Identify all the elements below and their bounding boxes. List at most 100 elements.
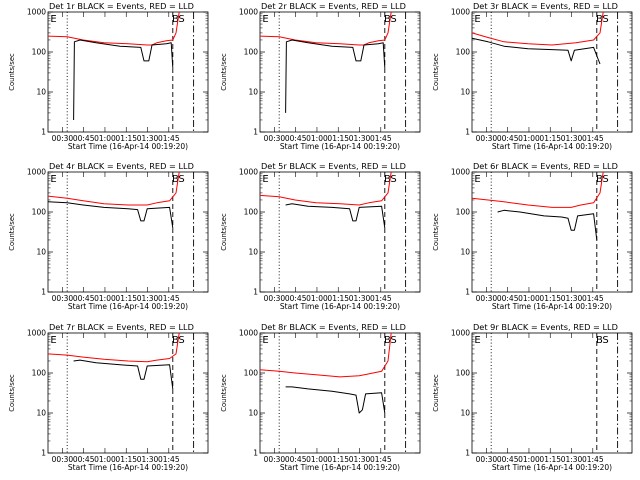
x-tick-label: 00:45 [73, 134, 95, 143]
x-tick-label: 01:45 [158, 294, 180, 303]
y-tick-label: 1 [41, 128, 46, 137]
y-tick-label: 1000 [451, 168, 470, 177]
event-marker-s: S [390, 14, 396, 25]
y-tick-label: 10 [460, 88, 470, 97]
x-axis-label: Start Time (16-Apr-14 00:19:20) [68, 463, 188, 472]
y-tick-label: 100 [32, 208, 47, 217]
y-tick-label: 1000 [239, 329, 258, 338]
detector-panel: Det 5r BLACK = Events, RED = LLD 1 10 100 10… [220, 161, 421, 311]
plot-frame [259, 11, 421, 133]
x-axis-label: Start Time (16-Apr-14 00:19:20) [280, 302, 400, 311]
x-tick-label: 01:30 [349, 455, 371, 464]
x-tick-label: 00:30 [476, 134, 498, 143]
event-marker-e: E [474, 174, 480, 185]
y-tick-label: 10 [248, 248, 258, 257]
events-series-line [285, 39, 386, 113]
x-axis-label: Start Time (16-Apr-14 00:19:20) [68, 302, 188, 311]
lld-series-line [259, 11, 392, 46]
event-marker-e: E [50, 174, 56, 185]
event-marker-b: B [384, 335, 391, 346]
lld-series-line [259, 171, 392, 206]
x-tick-label: 01:00 [306, 134, 328, 143]
x-tick-label: 01:15 [539, 294, 561, 303]
x-tick-label: 00:30 [52, 134, 74, 143]
event-marker-e: E [262, 335, 268, 346]
y-axis-label: Counts/sec [432, 374, 440, 412]
y-tick-label: 100 [244, 48, 259, 57]
plot-frame [259, 171, 421, 293]
y-tick-label: 10 [460, 409, 470, 418]
y-axis-label: Counts/sec [432, 53, 440, 91]
y-tick-label: 100 [244, 369, 259, 378]
event-marker-e: E [50, 14, 56, 25]
y-axis-label: Counts/sec [432, 213, 440, 251]
plot-frame [47, 332, 209, 454]
event-marker-e: E [50, 335, 56, 346]
x-tick-label: 01:00 [306, 294, 328, 303]
x-tick-label: 01:45 [582, 294, 604, 303]
y-tick-label: 1 [253, 288, 258, 297]
x-tick-label: 01:30 [349, 294, 371, 303]
event-marker-s: S [178, 14, 184, 25]
y-tick-label: 10 [36, 88, 46, 97]
x-tick-label: 01:15 [115, 294, 137, 303]
y-tick-label: 1 [465, 449, 470, 458]
x-tick-label: 00:45 [497, 455, 519, 464]
y-tick-label: 1000 [239, 168, 258, 177]
x-tick-label: 01:45 [582, 455, 604, 464]
x-axis-label: Start Time (16-Apr-14 00:19:20) [492, 463, 612, 472]
lld-series-line [47, 332, 180, 363]
x-axis-label: Start Time (16-Apr-14 00:19:20) [280, 463, 400, 472]
panel-title: Det 1r BLACK = Events, RED = LLD [49, 1, 194, 11]
y-tick-label: 100 [244, 208, 259, 217]
plot-frame [471, 11, 633, 133]
event-marker-b: B [596, 335, 603, 346]
x-axis-label: Start Time (16-Apr-14 00:19:20) [492, 142, 612, 151]
x-tick-label: 00:30 [52, 455, 74, 464]
y-tick-label: 10 [36, 409, 46, 418]
plot-frame [471, 171, 633, 293]
detector-panel: Det 8r BLACK = Events, RED = LLD 1 10 100 10… [220, 322, 421, 472]
x-tick-label: 00:30 [264, 455, 286, 464]
x-tick-label: 01:15 [327, 455, 349, 464]
x-tick-label: 00:45 [497, 294, 519, 303]
x-tick-label: 01:30 [137, 134, 159, 143]
panel-title: Det 8r BLACK = Events, RED = LLD [261, 322, 406, 332]
x-axis-label: Start Time (16-Apr-14 00:19:20) [280, 142, 400, 151]
x-tick-label: 01:30 [561, 294, 583, 303]
x-tick-label: 01:30 [137, 455, 159, 464]
x-tick-label: 01:15 [115, 455, 137, 464]
y-tick-label: 1000 [27, 8, 46, 17]
x-tick-label: 01:30 [349, 134, 371, 143]
event-marker-s: S [178, 335, 184, 346]
y-tick-label: 1000 [27, 329, 46, 338]
y-tick-label: 1 [465, 288, 470, 297]
x-tick-label: 00:45 [73, 294, 95, 303]
event-marker-s: S [390, 335, 396, 346]
x-tick-label: 01:45 [158, 134, 180, 143]
panel-title: Det 9r BLACK = Events, RED = LLD [473, 322, 618, 332]
panel-title: Det 4r BLACK = Events, RED = LLD [49, 161, 194, 171]
lld-series-line [471, 171, 604, 208]
y-axis-label: Counts/sec [8, 213, 16, 251]
event-marker-b: B [172, 14, 179, 25]
y-tick-label: 100 [32, 369, 47, 378]
event-marker-s: S [602, 335, 608, 346]
y-tick-label: 1 [253, 128, 258, 137]
x-tick-label: 01:00 [518, 294, 540, 303]
detector-panel: Det 7r BLACK = Events, RED = LLD 1 10 100 10… [8, 322, 209, 472]
event-marker-e: E [474, 14, 480, 25]
x-tick-label: 01:45 [370, 294, 392, 303]
event-marker-b: B [172, 174, 179, 185]
panel-title: Det 7r BLACK = Events, RED = LLD [49, 322, 194, 332]
plot-frame [259, 332, 421, 454]
y-tick-label: 10 [460, 248, 470, 257]
x-tick-label: 00:30 [264, 294, 286, 303]
y-tick-label: 100 [456, 48, 471, 57]
detector-panel: Det 6r BLACK = Events, RED = LLD 1 10 100 10… [432, 161, 633, 311]
x-tick-label: 01:00 [518, 134, 540, 143]
panel-title: Det 5r BLACK = Events, RED = LLD [261, 161, 406, 171]
detector-panel: Det 1r BLACK = Events, RED = LLD 1 10 100 10… [8, 1, 209, 151]
x-tick-label: 01:45 [582, 134, 604, 143]
